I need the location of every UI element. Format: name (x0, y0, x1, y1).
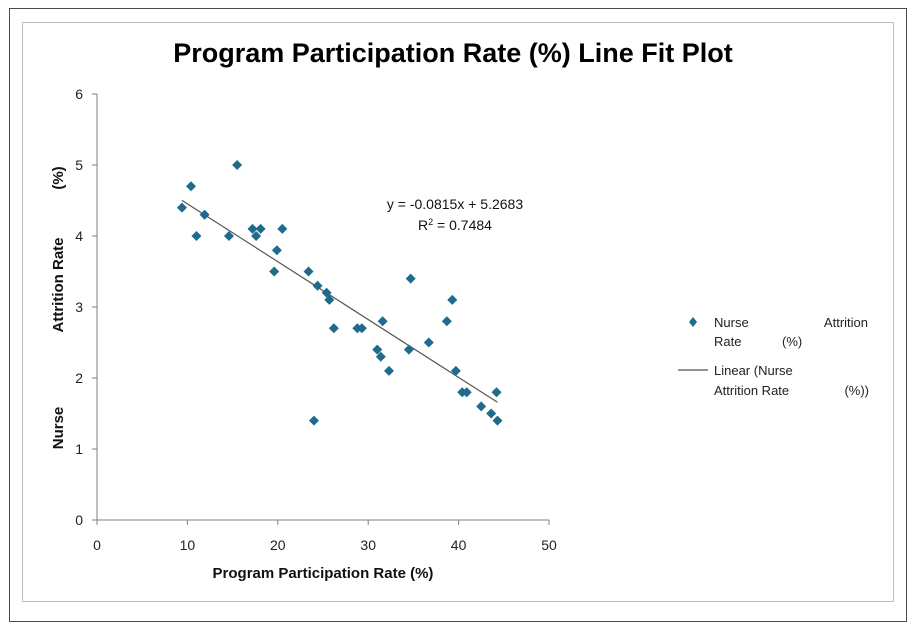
data-point (423, 337, 434, 348)
data-point (186, 181, 197, 192)
x-tick-label: 30 (360, 537, 376, 553)
legend-trendline-part-2: Attrition Rate (714, 383, 789, 398)
y-tick-label: 1 (75, 441, 83, 457)
data-points (176, 160, 503, 426)
data-point (176, 202, 187, 213)
data-point (232, 160, 243, 170)
data-point (383, 365, 394, 376)
y-axis-label-part-1: Nurse (50, 407, 67, 450)
data-point (269, 266, 280, 277)
x-tick-labels: 0 10 20 30 40 50 (93, 537, 557, 553)
data-point (356, 323, 367, 334)
legend: Nurse Attrition Rate (%) Linear (Nurse A… (678, 315, 869, 398)
legend-series-part-2: Attrition (824, 315, 868, 330)
y-tick-label: 3 (75, 299, 83, 315)
data-point (191, 231, 202, 241)
y-tick-label: 0 (75, 512, 83, 528)
data-point (308, 415, 319, 426)
data-point (372, 344, 383, 355)
trendline (181, 199, 498, 403)
x-tick-label: 50 (541, 537, 557, 553)
plot-area-border (22, 22, 894, 602)
data-point (450, 365, 461, 376)
legend-series-part-4: (%) (782, 334, 802, 349)
x-tick-label: 0 (93, 537, 101, 553)
data-point (251, 231, 262, 241)
data-point (312, 280, 323, 291)
data-point (377, 316, 388, 327)
y-tick-label: 2 (75, 370, 83, 386)
x-axis-label: Program Participation Rate (%) (213, 565, 434, 582)
equation-text: y = -0.0815x + 5.2683 (387, 196, 523, 212)
x-tick-label: 40 (451, 537, 467, 553)
data-point (461, 387, 472, 398)
data-point (375, 351, 386, 362)
data-point (199, 209, 210, 220)
y-tick-labels: 0 1 2 3 4 5 6 (75, 86, 83, 528)
data-point (223, 231, 234, 241)
x-tick-label: 20 (270, 537, 286, 553)
r-squared-text: R2 = 0.7484 (418, 217, 492, 233)
legend-trendline-part-1: Linear (Nurse (714, 363, 793, 378)
y-tick-label: 5 (75, 157, 83, 173)
data-point (247, 223, 258, 234)
data-point (328, 323, 339, 334)
data-point (486, 408, 497, 419)
chart-title: Program Participation Rate (%) Line Fit … (173, 38, 733, 68)
data-point (441, 316, 452, 327)
legend-series-part-3: Rate (714, 334, 741, 349)
data-point (255, 223, 266, 234)
data-point (271, 245, 282, 256)
data-point (303, 266, 314, 277)
y-tick-label: 4 (75, 228, 83, 244)
legend-trendline-part-3: (%)) (844, 383, 869, 398)
axes (92, 93, 550, 525)
data-point (277, 223, 288, 234)
data-point (491, 387, 502, 398)
data-point (447, 294, 458, 305)
data-point (476, 401, 487, 412)
y-axis-label: Nurse Attrition Rate (%) (50, 166, 67, 449)
legend-marker-diamond-icon (689, 317, 697, 327)
x-tick-label: 10 (180, 537, 196, 553)
data-point (403, 344, 414, 355)
data-point (324, 294, 335, 305)
data-point (405, 273, 416, 284)
y-tick-label: 6 (75, 86, 83, 102)
y-axis-label-part-2: Attrition Rate (50, 238, 67, 333)
legend-series-part-1: Nurse (714, 315, 749, 330)
data-point (492, 415, 503, 426)
trendline-equation: y = -0.0815x + 5.2683 R2 = 0.7484 (387, 196, 523, 233)
y-axis-label-part-3: (%) (50, 166, 67, 189)
